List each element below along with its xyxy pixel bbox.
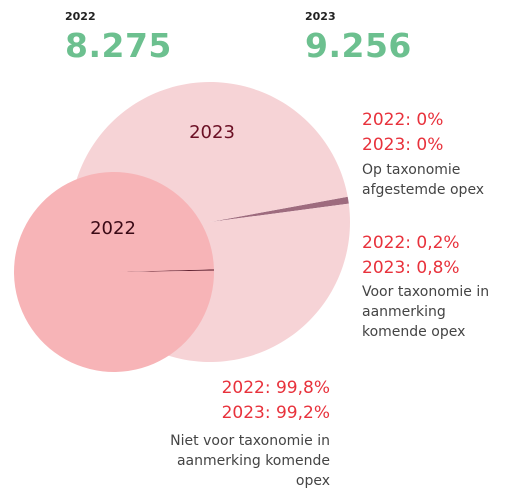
total-year: 2022 [65, 10, 96, 23]
total-value: 8.275 [65, 26, 172, 65]
pie-slice [114, 269, 214, 272]
chart: 2023 2022 [14, 81, 351, 373]
pie-label: 2022 [90, 218, 136, 239]
pie-slice [14, 172, 214, 373]
value-label: 2023: 99,2% [221, 403, 330, 423]
value-label: 2022: 0% [362, 110, 444, 130]
total-value: 9.256 [305, 26, 412, 65]
category-label: Voor taxonomie in aanmerking komende ope… [362, 284, 490, 340]
pie-slice [210, 196, 349, 222]
value-label: 2023: 0,8% [362, 258, 460, 278]
pie-label: 2023 [189, 122, 235, 143]
category-label: Op taxonomie afgestemde opex [362, 162, 485, 198]
value-label: 2022: 99,8% [221, 378, 330, 398]
value-label: 2022: 0,2% [362, 233, 460, 253]
total-year: 2023 [305, 10, 336, 23]
value-label: 2023: 0% [362, 135, 444, 155]
category-label: Niet voor taxonomie in aanmerking komend… [170, 433, 330, 489]
